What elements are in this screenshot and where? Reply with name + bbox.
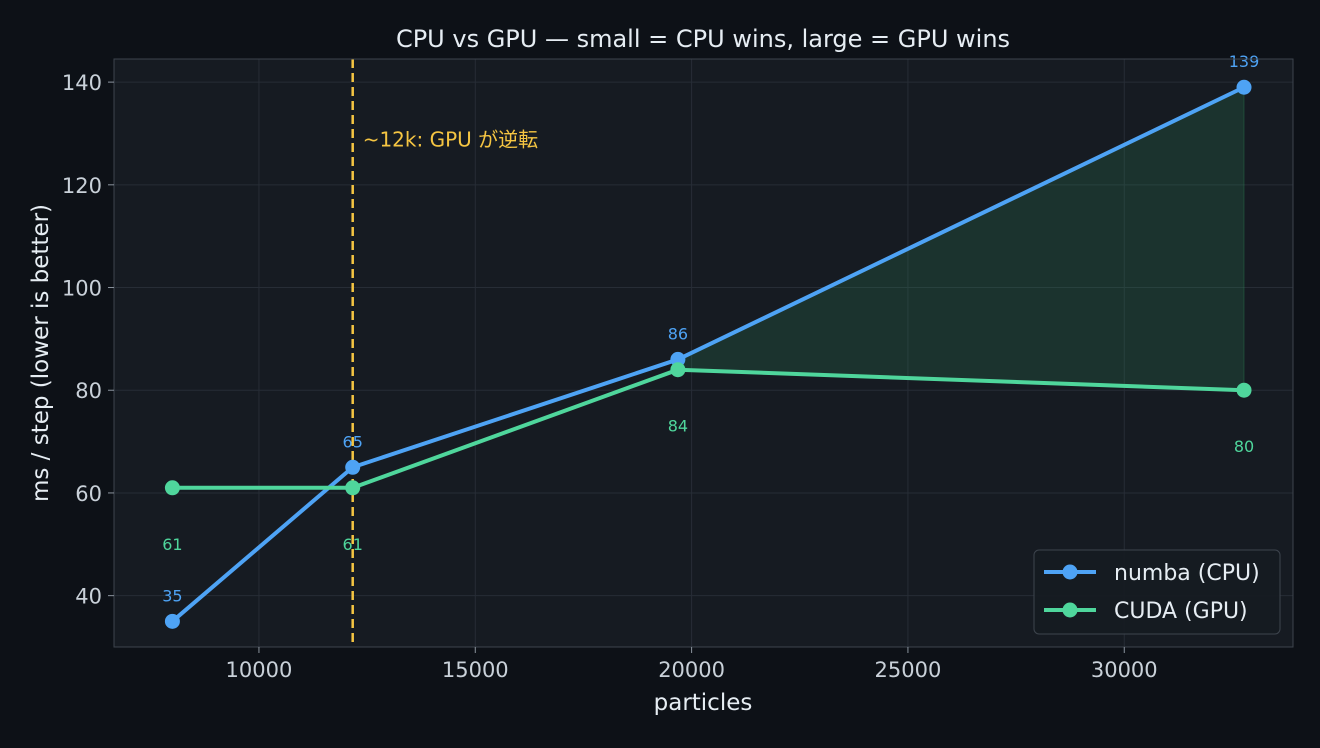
plot-frame (113, 58, 1294, 648)
data-label: 84 (668, 417, 688, 436)
legend-label: numba (CPU) (1114, 561, 1260, 586)
legend-swatch-marker (1062, 602, 1078, 618)
y-tick-label: 100 (62, 277, 102, 301)
y-tick-label: 40 (75, 585, 102, 609)
crossover-annotation: ~12k: GPU が逆転 (363, 127, 538, 151)
x-tick-label: 10000 (226, 658, 293, 682)
y-axis-label: ms / step (lower is better) (28, 204, 54, 502)
x-tick-label: 30000 (1091, 658, 1158, 682)
data-label: 80 (1234, 437, 1254, 456)
data-label: 65 (343, 432, 363, 451)
y-tick-label: 140 (62, 71, 102, 95)
crossover-layer: ~12k: GPU が逆転 (351, 59, 538, 647)
series-layer (164, 79, 1252, 629)
data-label: 35 (162, 586, 182, 605)
data-point (1236, 79, 1252, 95)
y-tick-label: 120 (62, 174, 102, 198)
grid-lines (114, 59, 1293, 647)
series-line (170, 85, 1247, 624)
data-point (164, 480, 180, 496)
data-point (345, 480, 361, 496)
y-tick-label: 60 (75, 482, 102, 506)
data-label: 61 (162, 535, 182, 554)
y-tick-label: 80 (75, 379, 102, 403)
x-tick-label: 20000 (658, 658, 725, 682)
data-point (164, 613, 180, 629)
data-label: 139 (1229, 52, 1260, 71)
x-tick-label: 15000 (442, 658, 509, 682)
legend: numba (CPU) CUDA (GPU) (1033, 549, 1281, 635)
data-label: 86 (668, 324, 688, 343)
data-label: 61 (343, 535, 363, 554)
data-point (670, 351, 686, 367)
data-point (345, 459, 361, 475)
x-tick-label: 25000 (875, 658, 942, 682)
x-axis-label: particles (654, 690, 753, 716)
chart-title: CPU vs GPU — small = CPU wins, large = G… (396, 25, 1010, 53)
data-label-layer: 35 65 86 139 61 61 84 80 (162, 52, 1259, 605)
series-line (170, 367, 1247, 490)
data-point (1236, 382, 1252, 398)
data-point (670, 362, 686, 378)
tick-layer: 10000 15000 20000 25000 30000 40 60 80 100 120 140 (62, 71, 1158, 682)
legend-label: CUDA (GPU) (1114, 599, 1248, 624)
legend-swatch-marker (1062, 564, 1078, 580)
